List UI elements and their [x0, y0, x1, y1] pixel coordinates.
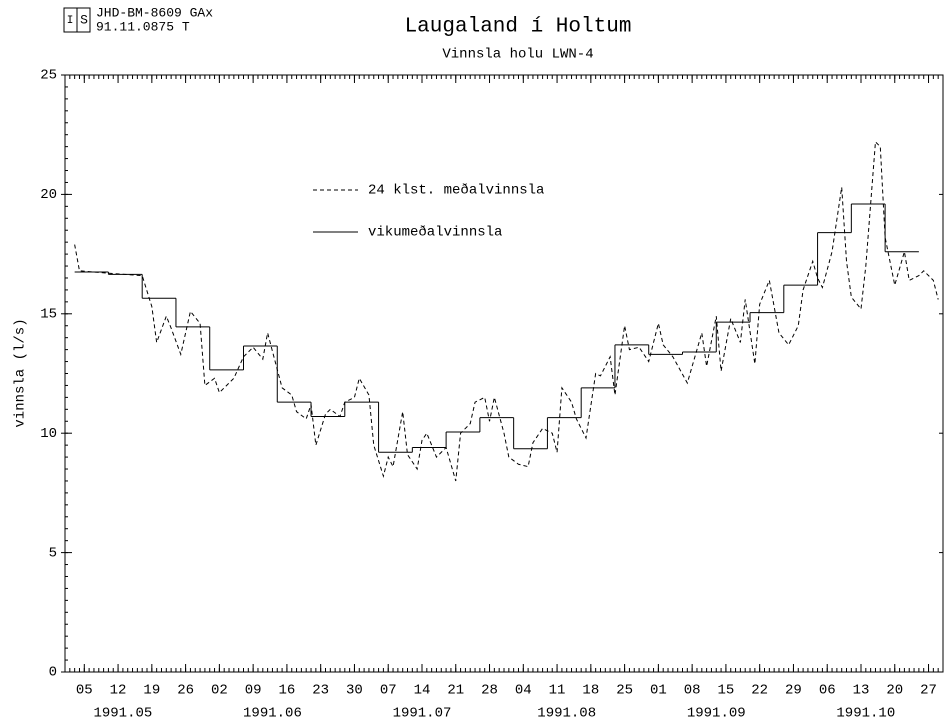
x-tick-label: 11 — [549, 683, 566, 699]
header-code: JHD-BM-8609 GAx — [96, 5, 213, 20]
y-tick-label: 15 — [40, 307, 57, 323]
y-tick-label: 0 — [49, 665, 57, 681]
x-tick-label: 16 — [279, 683, 296, 699]
x-tick-label: 25 — [616, 683, 633, 699]
x-tick-label: 06 — [819, 683, 836, 699]
x-tick-label: 26 — [177, 683, 194, 699]
logo-letter: I — [67, 15, 74, 27]
x-tick-label: 13 — [853, 683, 870, 699]
y-axis-label: vinnsla (l/s) — [13, 318, 29, 427]
chart-subtitle: Vinnsla holu LWN-4 — [442, 47, 593, 63]
x-tick-label: 02 — [211, 683, 228, 699]
x-tick-label: 20 — [886, 683, 903, 699]
x-tick-label: 30 — [346, 683, 363, 699]
logo-box — [76, 7, 91, 33]
month-label: 1991.10 — [836, 706, 895, 722]
month-label: 1991.08 — [537, 706, 596, 722]
legend-label: 24 klst. meðalvinnsla — [368, 182, 544, 199]
daily-line — [74, 140, 939, 482]
x-tick-label: 08 — [684, 683, 701, 699]
x-tick-label: 15 — [718, 683, 735, 699]
plot-frame — [64, 74, 944, 673]
x-tick-label: 01 — [650, 683, 667, 699]
x-tick-label: 14 — [414, 683, 431, 699]
x-tick-label: 23 — [312, 683, 329, 699]
x-tick-label: 27 — [920, 683, 937, 699]
x-tick-label: 05 — [76, 683, 93, 699]
y-tick-label: 20 — [40, 187, 57, 203]
x-tick-label: 09 — [245, 683, 262, 699]
x-tick-label: 12 — [110, 683, 127, 699]
month-label: 1991.07 — [393, 706, 452, 722]
y-tick-label: 10 — [40, 426, 57, 442]
chart-title: Laugaland í Holtum — [405, 16, 632, 39]
x-tick-label: 21 — [447, 683, 464, 699]
header-number: 91.11.0875 T — [96, 19, 190, 34]
legend-label: vikumeðalvinnsla — [368, 224, 502, 241]
month-label: 1991.06 — [243, 706, 302, 722]
month-label: 1991.05 — [93, 706, 152, 722]
month-label: 1991.09 — [687, 706, 746, 722]
y-tick-label: 5 — [49, 545, 57, 561]
x-tick-label: 18 — [582, 683, 599, 699]
logo-letter: S — [80, 12, 88, 27]
y-tick-label: 25 — [40, 68, 57, 84]
x-tick-label: 22 — [751, 683, 768, 699]
x-tick-label: 04 — [515, 683, 532, 699]
x-tick-label: 19 — [143, 683, 160, 699]
x-tick-label: 28 — [481, 683, 498, 699]
x-tick-label: 07 — [380, 683, 397, 699]
x-tick-label: 29 — [785, 683, 802, 699]
